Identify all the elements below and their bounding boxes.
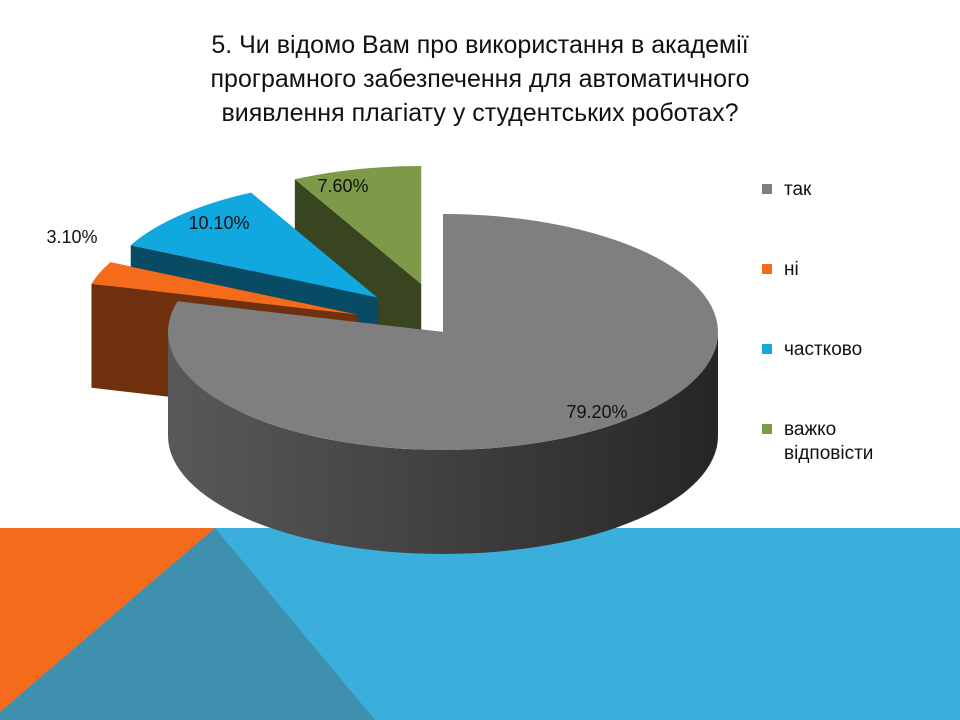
pie-slice-tak xyxy=(167,214,719,554)
band-teal xyxy=(0,528,375,720)
data-label-chastkovo: 10.10% xyxy=(188,213,249,233)
slice-top-chastkovo xyxy=(130,192,378,298)
title-line-2: програмного забезпечення для автоматично… xyxy=(210,65,750,93)
legend-swatch-chastkovo xyxy=(762,344,772,354)
legend-label-chastkovo: частково xyxy=(784,339,863,360)
legend-swatch-tak xyxy=(762,184,772,194)
legend-swatch-ni xyxy=(762,264,772,274)
legend-label-vazhko-line1: важко xyxy=(784,419,837,440)
legend-label-tak: так xyxy=(784,179,812,200)
data-label-tak: 79.20% xyxy=(566,402,627,422)
legend-label-vazhko-line2: відповісти xyxy=(784,443,874,464)
title-line-3: виявлення плагіату у студентських робота… xyxy=(221,99,739,127)
data-label-ni: 3.10% xyxy=(46,227,97,247)
slice-top-tak xyxy=(167,214,719,450)
slice-top-vazhko xyxy=(294,166,422,285)
legend-label-ni: ні xyxy=(784,259,799,280)
title-line-1: 5. Чи відомо Вам про використання в акад… xyxy=(211,31,749,59)
chart-title: 5. Чи відомо Вам про використання в акад… xyxy=(110,28,850,130)
legend-swatch-vazhko xyxy=(762,424,772,434)
slice-top-ni xyxy=(91,262,357,315)
data-label-vazhko: 7.60% xyxy=(317,176,368,196)
slice-side-tak-0 xyxy=(168,332,718,554)
